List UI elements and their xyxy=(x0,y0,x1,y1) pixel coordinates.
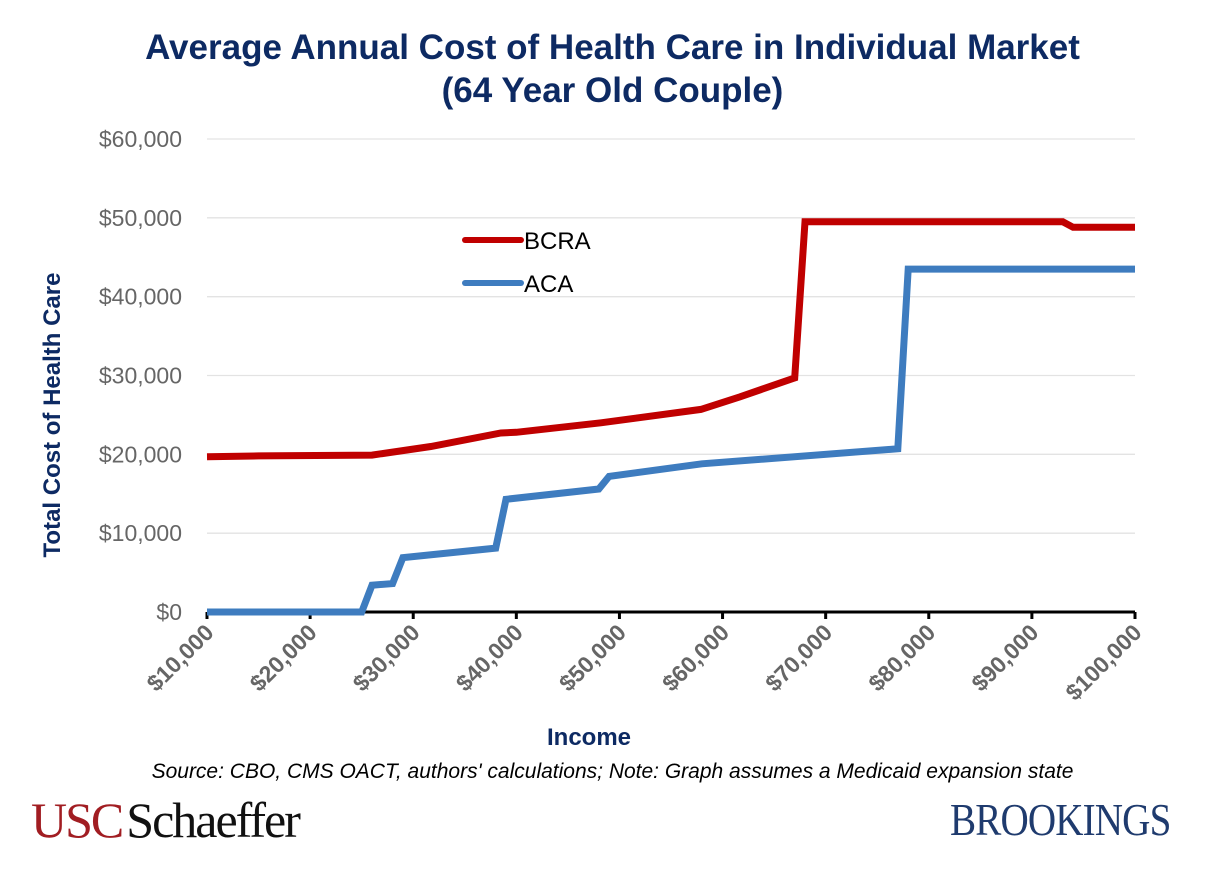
y-tick-label: $60,000 xyxy=(99,126,182,152)
brookings-logo: BROOKINGS xyxy=(950,794,1171,845)
y-tick-label: $0 xyxy=(156,599,182,625)
legend-label-bcra: BCRA xyxy=(524,228,591,255)
x-axis: $10,000 $20,000 $30,000 $40,000 $50,000 $60,0… xyxy=(141,610,1147,705)
x-axis-title: Income xyxy=(547,724,631,751)
legend-label-aca: ACA xyxy=(524,271,573,298)
x-tick-label: $70,000 xyxy=(760,619,837,696)
series-line-bcra xyxy=(206,218,1135,461)
x-tick-label: $50,000 xyxy=(554,619,631,696)
x-tick-label: $60,000 xyxy=(657,619,734,696)
schaeffer-logo-text: Schaeffer xyxy=(126,792,301,848)
x-tick-label: $20,000 xyxy=(244,619,321,696)
y-tick-label: $40,000 xyxy=(99,284,182,310)
y-tick-label: $30,000 xyxy=(99,363,182,389)
usc-schaeffer-logo: USCSchaeffer xyxy=(31,790,301,850)
y-axis-ticks: $0 $10,000 $20,000 $30,000 $40,000 $50,000 $60… xyxy=(99,126,182,625)
gridlines xyxy=(207,138,1135,534)
x-tick-label: $10,000 xyxy=(141,619,218,696)
x-tick-label: $100,000 xyxy=(1060,619,1146,705)
x-tick-label: $90,000 xyxy=(966,619,1043,696)
x-tick-label: $30,000 xyxy=(348,619,425,696)
chart-subtitle: (64 Year Old Couple) xyxy=(441,71,784,110)
source-note: Source: CBO, CMS OACT, authors' calculat… xyxy=(151,760,1074,783)
y-tick-label: $20,000 xyxy=(99,441,182,467)
usc-logo-text: USC xyxy=(31,792,124,848)
x-tick-label: $40,000 xyxy=(451,619,528,696)
y-tick-label: $10,000 xyxy=(99,520,182,546)
legend: BCRA ACA xyxy=(462,228,591,298)
y-axis-title: Total Cost of Health Care xyxy=(39,273,66,558)
x-tick-label: $80,000 xyxy=(863,619,940,696)
chart-title: Average Annual Cost of Health Care in In… xyxy=(145,28,1080,67)
y-tick-label: $50,000 xyxy=(99,205,182,231)
series-lines xyxy=(206,218,1135,616)
series-line-aca xyxy=(207,265,1135,616)
